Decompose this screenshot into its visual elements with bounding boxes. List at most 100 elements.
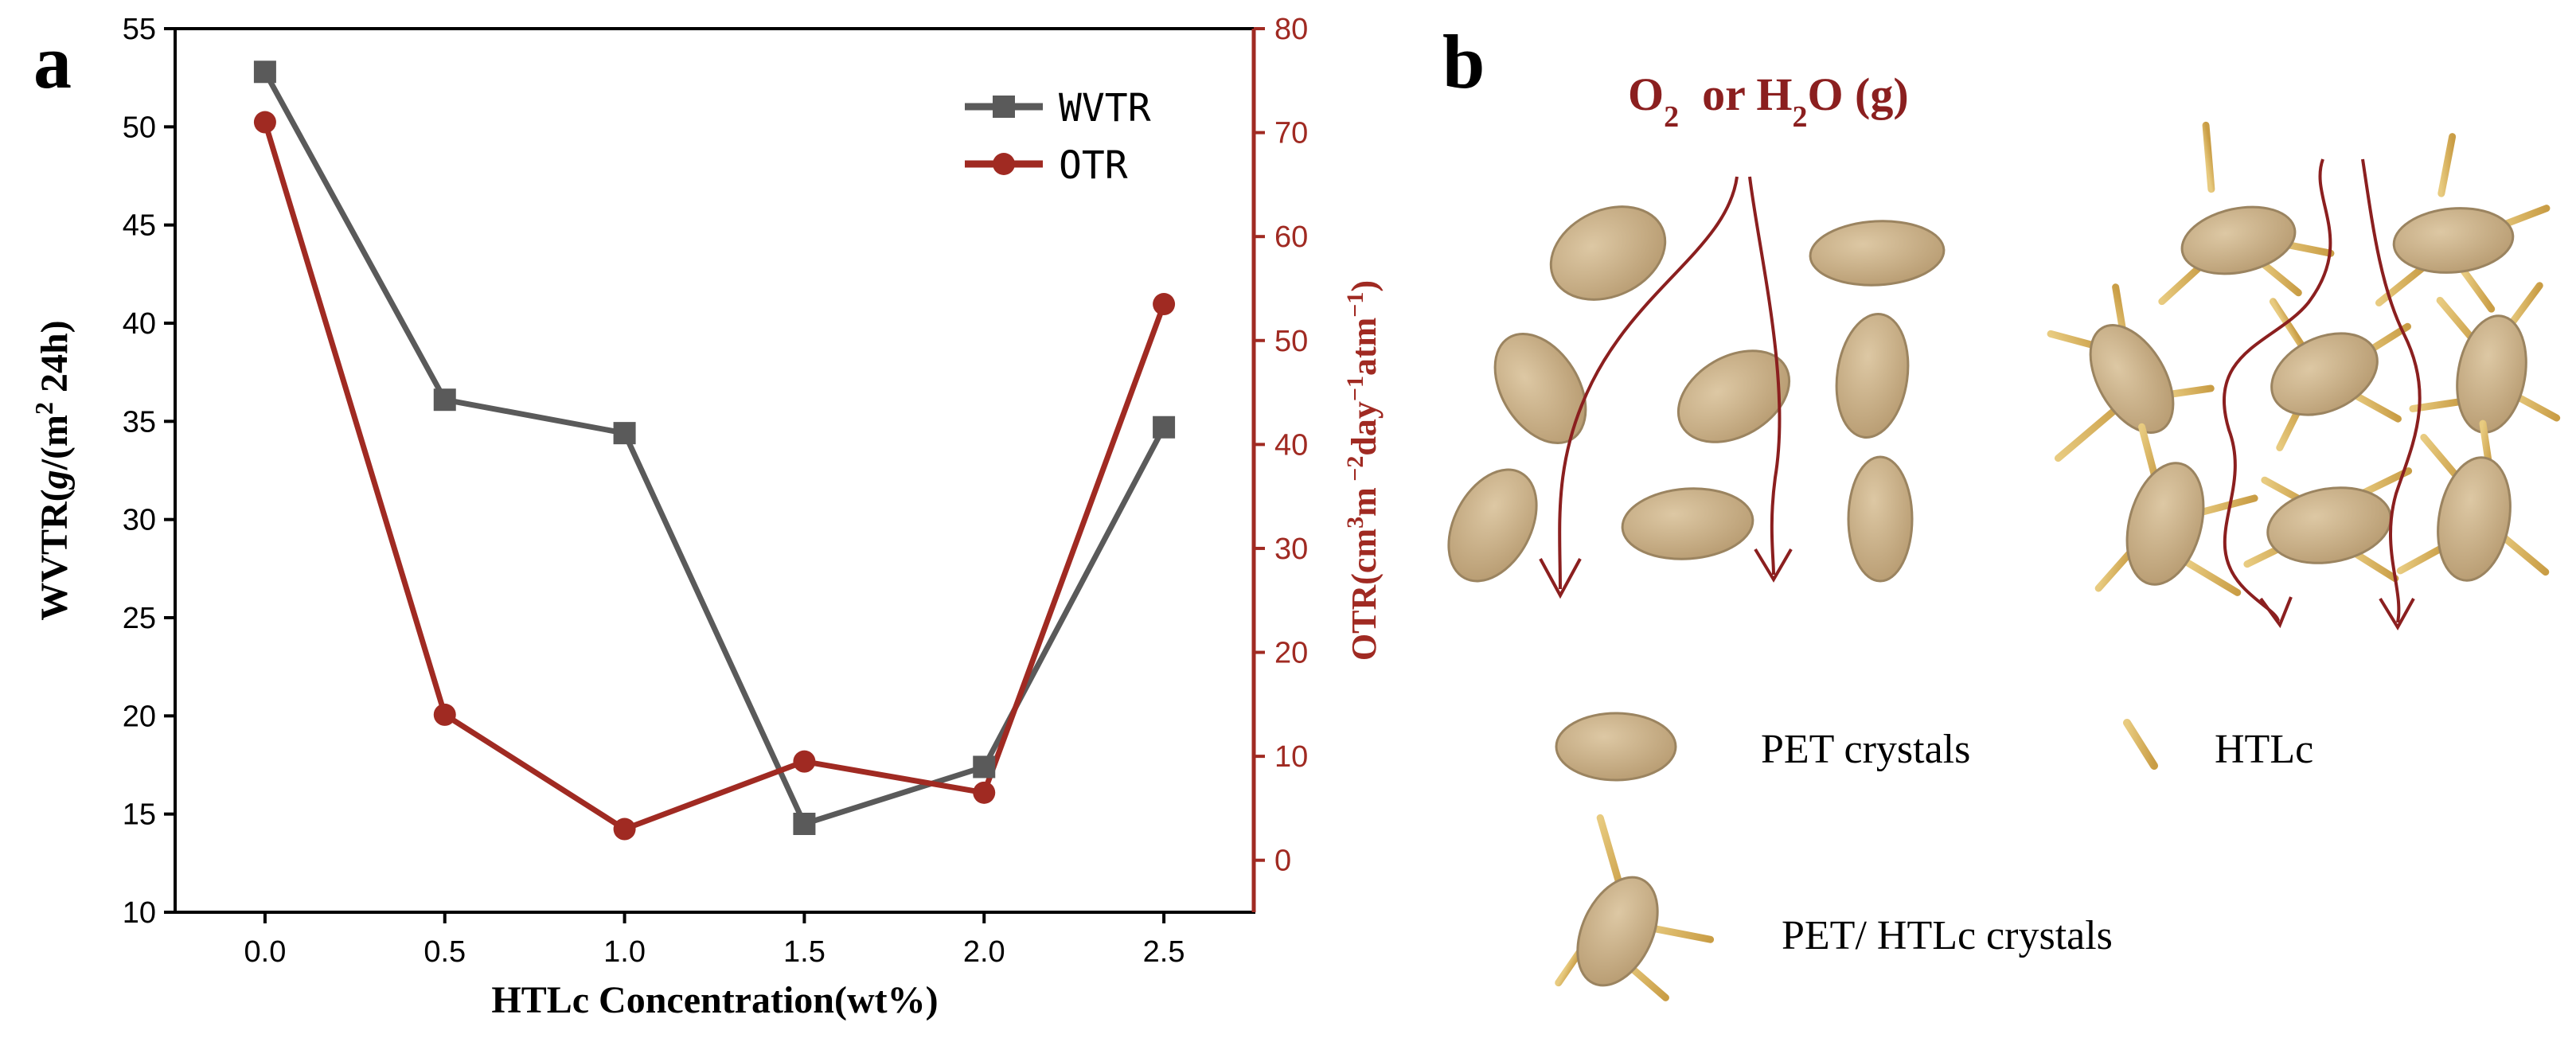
pet-crystal — [1676, 349, 1791, 443]
panel-b-schematic: b O2 or H2O (g) — [1442, 19, 2561, 1001]
pet-crystal — [1447, 468, 1538, 583]
left-axis-title-part1: WVTR( — [33, 489, 76, 620]
left-axis-title: WVTR(g/(m2 24h) — [29, 320, 76, 620]
htlc-rod — [2396, 542, 2449, 575]
left-axis-ticks: 10 15 20 25 30 35 40 45 50 55 — [123, 13, 175, 930]
legend-pet-htlc-crystals-label: PET/ HTLc crystals — [1782, 913, 2113, 958]
right-axis-title-part3: m — [1345, 487, 1384, 517]
right-tick-label: 0 — [1274, 845, 1291, 878]
left-axis-title-part4: 2 — [29, 402, 58, 415]
left-axis-title-part2: g — [33, 470, 76, 490]
schematic-legend: PET crystals HTLc PET/ HTLc crystals — [1555, 712, 2313, 1001]
pet-crystal-core — [2270, 332, 2379, 416]
diffusion-arrowhead — [1539, 558, 1582, 599]
pet-crystal — [1835, 313, 1910, 439]
diffusion-path-arrow — [2223, 158, 2332, 622]
pet-crystal-core — [2125, 462, 2205, 586]
right-axis-title-part5: day — [1345, 401, 1384, 455]
otr-point — [433, 703, 456, 726]
x-axis-title: HTLc Concentration(wt%) — [491, 979, 938, 1021]
right-tick-label: 80 — [1274, 13, 1308, 46]
right-axis-title-part1: OTR(cm — [1345, 529, 1384, 661]
tortuous-paths — [2223, 158, 2422, 630]
pet-crystal-core — [2437, 456, 2512, 582]
right-axis-title-part7: atm — [1345, 318, 1384, 376]
pet-crystal — [1847, 455, 1914, 583]
left-tick-label: 55 — [123, 13, 156, 46]
legend-pet-crystal-icon — [1555, 712, 1677, 782]
pet-htlc-crystal — [2375, 133, 2551, 313]
legend-otr-marker — [993, 153, 1015, 175]
gas-label-mid: or H — [1679, 68, 1792, 120]
left-axis-title-part5: 24h) — [33, 320, 76, 402]
pet-htlc-crystal — [2243, 467, 2413, 583]
pet-crystal-core — [2180, 205, 2297, 275]
right-axis-title: OTR(cm3m −2day−1atm−1) — [1342, 280, 1384, 661]
x-tick-label: 2.0 — [963, 935, 1005, 969]
x-tick-label: 0.0 — [244, 935, 287, 969]
pet-crystal — [1549, 205, 1667, 301]
htlc-rod — [2409, 397, 2467, 412]
left-tick-label: 15 — [123, 798, 156, 832]
pet-htlc-crystal — [2047, 283, 2215, 462]
right-axis-title-part2: 3 — [1342, 517, 1368, 529]
pet-htlc-crystal — [2409, 282, 2561, 434]
right-tick-label: 20 — [1274, 637, 1308, 670]
series-markers — [253, 60, 1176, 841]
wvtr-point — [1153, 416, 1176, 439]
x-axis-ticks: 0.0 0.5 1.0 1.5 2.0 2.5 — [244, 912, 1185, 969]
left-tick-label: 45 — [123, 209, 156, 243]
pet-crystal — [1809, 220, 1946, 287]
legend-otr-label: OTR — [1059, 143, 1128, 188]
htlc-rod — [2158, 260, 2207, 306]
otr-point — [973, 781, 996, 804]
legend-htlc-label: HTLc — [2215, 727, 2313, 772]
pet-crystal-core — [2392, 207, 2515, 274]
htlc-rod — [2164, 384, 2215, 399]
x-tick-label: 2.5 — [1143, 935, 1185, 969]
right-tick-label: 60 — [1274, 220, 1308, 254]
right-tick-label: 10 — [1274, 740, 1308, 774]
gas-label-end: O (g) — [1807, 68, 1908, 120]
htlc-rod — [1642, 923, 1715, 943]
pet-htlc-crystal — [2396, 419, 2550, 582]
pet-crystal-cluster — [1447, 176, 1946, 599]
right-axis-title-part9: ) — [1345, 280, 1384, 292]
pet-crystal-core — [2089, 324, 2175, 434]
gas-label-sub1: 2 — [1664, 100, 1679, 134]
diffusion-path-arrow — [1748, 176, 1782, 576]
pet-crystal — [1621, 487, 1754, 560]
right-axis-ticks: 0 10 20 30 40 50 60 70 80 — [1254, 13, 1308, 878]
panel-a-label: a — [33, 19, 72, 104]
htlc-rod — [2375, 263, 2428, 306]
otr-point — [613, 818, 636, 841]
htlc-rod — [2460, 267, 2496, 313]
legend-wvtr-label: WVTR — [1059, 86, 1151, 131]
diffusion-path-arrow — [2361, 158, 2422, 623]
left-tick-label: 35 — [123, 405, 156, 439]
htlc-rod — [2202, 121, 2215, 193]
legend-htlc-rod-icon — [2123, 719, 2158, 770]
diffusion-path-arrow — [1558, 176, 1739, 590]
left-tick-label: 30 — [123, 504, 156, 537]
wvtr-series-line — [262, 70, 1167, 827]
otr-point — [253, 111, 276, 134]
x-tick-label: 0.5 — [423, 935, 466, 969]
x-tick-label: 1.5 — [783, 935, 825, 969]
left-tick-label: 25 — [123, 602, 156, 635]
wvtr-point — [973, 755, 996, 778]
left-tick-label: 10 — [123, 896, 156, 930]
pet-crystal-core — [1576, 876, 1659, 987]
right-tick-label: 70 — [1274, 117, 1308, 150]
left-tick-label: 50 — [123, 111, 156, 144]
right-axis-title-part4: −2 — [1342, 456, 1368, 488]
otr-point — [1153, 293, 1176, 316]
pet-htlc-crystal-cluster — [2047, 121, 2561, 596]
wvtr-point — [613, 422, 636, 445]
x-tick-label: 1.0 — [603, 935, 646, 969]
right-tick-label: 30 — [1274, 533, 1308, 566]
chart-legend: WVTR OTR — [965, 86, 1151, 188]
right-tick-label: 40 — [1274, 428, 1308, 462]
pet-htlc-crystal — [2158, 121, 2335, 306]
diffusion-arrowhead — [2259, 596, 2293, 629]
